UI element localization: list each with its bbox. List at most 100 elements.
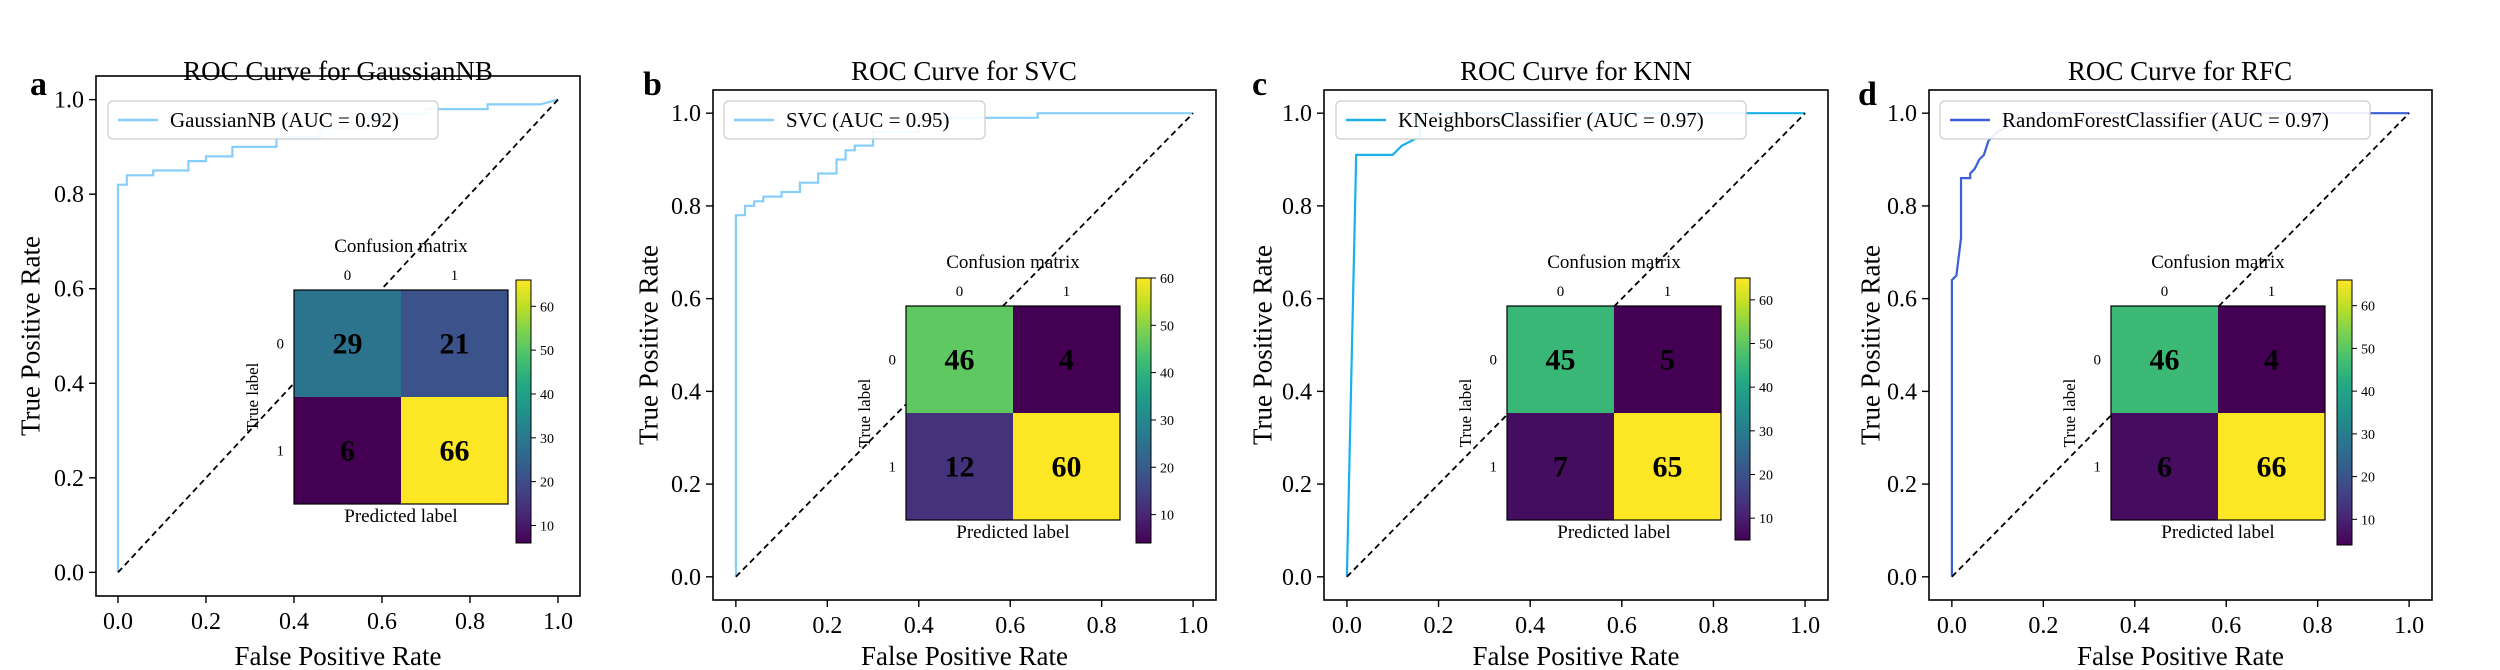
colorbar-tick-label: 50 (1160, 319, 1174, 334)
colorbar (1734, 277, 1751, 541)
x-tick-label: 0.4 (1515, 613, 1545, 639)
colorbar (515, 279, 532, 544)
panel-letter: b (643, 66, 662, 103)
confusion-matrix-cell (1507, 413, 1614, 520)
y-tick-label: 0.2 (54, 466, 84, 492)
confusion-matrix-value: 4 (2264, 344, 2279, 377)
true-tick-label: 1 (1490, 460, 1498, 476)
panel-letter: d (1858, 76, 1877, 113)
confusion-matrix-xlabel: Predicted label (956, 522, 1069, 543)
y-tick-label: 0.4 (671, 379, 701, 405)
confusion-matrix-cell (294, 397, 401, 504)
predicted-tick-label: 1 (451, 268, 459, 284)
y-tick-label: 1.0 (671, 101, 701, 127)
y-tick-label: 0.6 (671, 287, 701, 313)
x-tick-label: 0.6 (995, 613, 1025, 639)
confusion-matrix-xlabel: Predicted label (2161, 522, 2274, 543)
panel-c: c ROC Curve for KNN 0.0 0.0 0.2 0.2 0.4 0.4 0.6 0… (1247, 56, 1829, 670)
confusion-matrix-cell (906, 306, 1013, 413)
colorbar-tick-label: 10 (1759, 512, 1773, 527)
colorbar-tick-label: 30 (1160, 414, 1174, 429)
confusion-matrix-cell (2111, 306, 2218, 413)
confusion-matrix-value: 5 (1660, 344, 1675, 377)
confusion-matrix-value: 6 (2157, 451, 2172, 484)
confusion-matrix-cell (2218, 306, 2325, 413)
confusion-matrix-ylabel: True label (855, 378, 874, 447)
y-tick-label: 0.0 (54, 560, 84, 586)
confusion-matrix-cell (294, 290, 401, 397)
confusion-matrix-value: 29 (333, 328, 363, 361)
colorbar-tick-label: 30 (1759, 425, 1773, 440)
confusion-matrix-value: 46 (945, 344, 975, 377)
panel-letter: a (30, 66, 47, 103)
x-tick-label: 1.0 (1178, 613, 1208, 639)
predicted-tick-label: 0 (956, 284, 964, 300)
true-tick-label: 0 (1490, 353, 1498, 369)
confusion-matrix-title: Confusion matrix (2151, 252, 2285, 273)
confusion-matrix-xlabel: Predicted label (1557, 522, 1670, 543)
colorbar-tick-label: 20 (1759, 469, 1773, 484)
x-tick-label: 0.0 (103, 609, 133, 635)
colorbar-tick-label: 60 (1160, 272, 1174, 287)
confusion-matrix-frame (905, 305, 1121, 521)
colorbar-tick-label: 30 (2361, 428, 2375, 443)
confusion-matrix-ylabel: True label (2060, 378, 2079, 447)
x-tick-label: 0.4 (904, 613, 934, 639)
colorbar-tick-label: 50 (1759, 338, 1773, 353)
legend-label: SVC (AUC = 0.95) (786, 108, 950, 132)
y-tick-label: 0.2 (1282, 472, 1312, 498)
confusion-matrix-cell (906, 413, 1013, 520)
colorbar-tick-label: 20 (2361, 471, 2375, 486)
predicted-tick-label: 0 (2161, 284, 2169, 300)
colorbar (2336, 279, 2353, 546)
axes-frame (95, 75, 581, 597)
x-tick-label: 0.2 (2028, 613, 2058, 639)
confusion-matrix-cell (401, 290, 508, 397)
confusion-matrix-title: Confusion matrix (1547, 252, 1681, 273)
confusion-matrix-value: 4 (1059, 344, 1074, 377)
predicted-tick-label: 1 (2268, 284, 2276, 300)
colorbar-tick-label: 20 (540, 476, 554, 491)
confusion-matrix-cell (1507, 306, 1614, 413)
x-tick-label: 0.2 (812, 613, 842, 639)
confusion-matrix-cell (401, 397, 508, 504)
legend-box (1939, 100, 2371, 140)
legend-label: RandomForestClassifier (AUC = 0.97) (2002, 108, 2329, 132)
y-tick-label: 0.4 (1887, 379, 1917, 405)
axes-frame (712, 89, 1217, 601)
y-tick-label: 0.6 (1282, 287, 1312, 313)
axes-frame (1928, 89, 2433, 601)
y-tick-label: 0.0 (671, 565, 701, 591)
legend-label: GaussianNB (AUC = 0.92) (170, 108, 399, 132)
colorbar-tick-label: 50 (2361, 342, 2375, 357)
y-tick-label: 0.6 (1887, 287, 1917, 313)
true-tick-label: 0 (277, 337, 285, 353)
confusion-matrix-inset: Confusion matrix 45 5 7 65 0 0 1 1 Predicted labe… (1456, 252, 1773, 543)
confusion-matrix-value: 7 (1553, 451, 1568, 484)
true-tick-label: 1 (277, 444, 285, 460)
panel-letter: c (1252, 66, 1267, 103)
confusion-matrix-title: Confusion matrix (334, 236, 468, 257)
y-tick-label: 0.8 (1282, 194, 1312, 220)
confusion-matrix-cell (1013, 306, 1120, 413)
legend-label: KNeighborsClassifier (AUC = 0.97) (1398, 108, 1704, 132)
predicted-tick-label: 0 (1557, 284, 1565, 300)
colorbar-tick-label: 20 (1160, 461, 1174, 476)
y-tick-label: 1.0 (1282, 101, 1312, 127)
y-tick-label: 1.0 (1887, 101, 1917, 127)
y-tick-label: 1.0 (54, 88, 84, 114)
confusion-matrix-frame (293, 289, 509, 505)
confusion-matrix-title: Confusion matrix (946, 252, 1080, 273)
x-tick-label: 0.4 (2120, 613, 2150, 639)
y-tick-label: 0.0 (1887, 565, 1917, 591)
confusion-matrix-value: 12 (945, 451, 975, 484)
predicted-tick-label: 1 (1063, 284, 1071, 300)
confusion-matrix-ylabel: True label (1456, 378, 1475, 447)
confusion-matrix-cell (1013, 413, 1120, 520)
true-tick-label: 1 (889, 460, 897, 476)
confusion-matrix-value: 6 (340, 435, 355, 468)
predicted-tick-label: 0 (344, 268, 352, 284)
y-axis-label: True Positive Rate (15, 236, 45, 436)
